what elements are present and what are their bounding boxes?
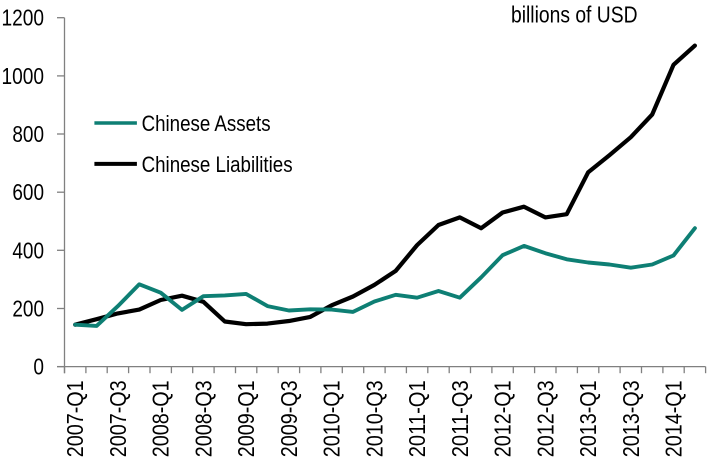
svg-text:2011-Q1: 2011-Q1 [404, 380, 430, 457]
svg-text:2009-Q1: 2009-Q1 [233, 380, 259, 457]
svg-text:2013-Q3: 2013-Q3 [618, 380, 644, 457]
svg-text:2014-Q1: 2014-Q1 [661, 380, 687, 457]
svg-text:2013-Q1: 2013-Q1 [575, 380, 601, 457]
svg-text:400: 400 [12, 237, 44, 263]
svg-text:2011-Q3: 2011-Q3 [447, 380, 473, 457]
svg-text:200: 200 [12, 296, 44, 322]
svg-text:Chinese Assets: Chinese Assets [142, 111, 271, 136]
svg-text:1200: 1200 [2, 5, 45, 31]
svg-text:2012-Q3: 2012-Q3 [532, 380, 558, 457]
svg-text:800: 800 [12, 121, 44, 147]
svg-text:billions of USD: billions of USD [511, 2, 638, 28]
svg-text:2010-Q1: 2010-Q1 [319, 380, 345, 457]
svg-text:2008-Q1: 2008-Q1 [148, 380, 174, 457]
svg-text:600: 600 [12, 179, 44, 205]
svg-text:2009-Q3: 2009-Q3 [276, 380, 302, 457]
svg-text:2007-Q1: 2007-Q1 [62, 380, 88, 457]
svg-text:2010-Q3: 2010-Q3 [361, 380, 387, 457]
svg-text:2012-Q1: 2012-Q1 [490, 380, 516, 457]
svg-text:2007-Q3: 2007-Q3 [105, 380, 131, 457]
svg-text:2008-Q3: 2008-Q3 [190, 380, 216, 457]
svg-text:Chinese Liabilities: Chinese Liabilities [142, 152, 293, 177]
svg-text:0: 0 [33, 354, 44, 380]
svg-text:1000: 1000 [2, 63, 45, 89]
